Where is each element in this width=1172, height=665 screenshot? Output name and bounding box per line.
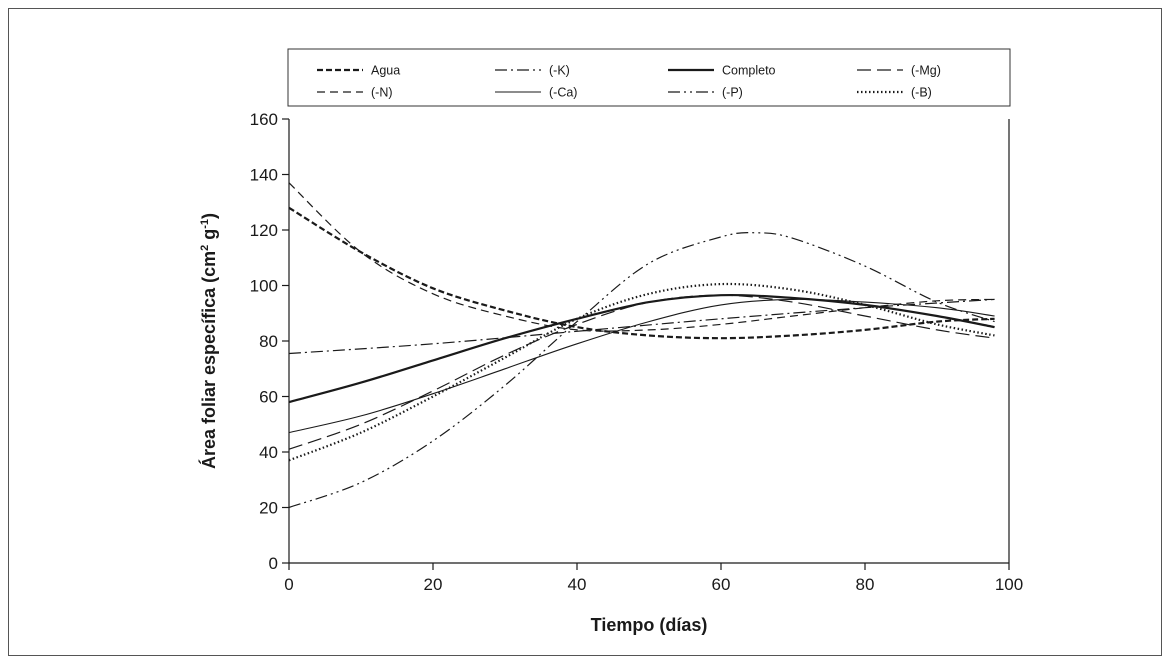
legend: Agua (-K) Completo (-Mg) (-N) (-Ca) (-P) (-B) (317, 64, 941, 100)
y-tick-label: 0 (269, 554, 278, 573)
series-line-ca (288, 298, 995, 434)
legend-label-agua: Agua (371, 64, 400, 78)
x-tick-label: 100 (995, 575, 1023, 594)
legend-label-k: (-K) (549, 64, 570, 78)
x-axis-title: Tiempo (días) (591, 615, 708, 635)
series-line-k (288, 298, 995, 355)
legend-label-ca: (-Ca) (549, 86, 577, 100)
figure-frame: Agua (-K) Completo (-Mg) (-N) (-Ca) (-P) (-B) 0… (8, 8, 1162, 656)
legend-box (287, 48, 1011, 107)
x-tick-label: 20 (424, 575, 443, 594)
y-axis-title-main: Área foliar específica (cm (198, 251, 219, 469)
y-tick-label: 100 (250, 277, 278, 296)
x-ticks: 0 20 40 60 80 100 (284, 563, 1023, 594)
y-axis-title-end: ) (199, 213, 219, 219)
series-line-n (288, 182, 995, 332)
series-line-mg (288, 294, 995, 450)
y-tick-label: 60 (259, 388, 278, 407)
series-line-p (288, 231, 995, 509)
y-tick-label: 140 (250, 166, 278, 185)
y-axis-title: Área foliar específica (cm2 g-1) (198, 213, 219, 469)
plot-area (288, 119, 1010, 564)
y-tick-label: 20 (259, 499, 278, 518)
y-ticks: 0 20 40 60 80 100 120 140 160 (250, 110, 289, 573)
y-tick-label: 160 (250, 110, 278, 129)
x-tick-label: 80 (856, 575, 875, 594)
series-line-agua (288, 206, 995, 340)
y-tick-label: 40 (259, 443, 278, 462)
series-line-b (288, 282, 995, 462)
legend-label-mg: (-Mg) (911, 64, 941, 78)
legend-label-n: (-N) (371, 86, 393, 100)
x-tick-label: 0 (284, 575, 293, 594)
y-axis-title-sup2: -1 (199, 219, 211, 229)
legend-label-completo: Completo (722, 64, 776, 78)
y-tick-label: 80 (259, 332, 278, 351)
x-tick-label: 60 (712, 575, 731, 594)
y-axis-title-sup1: 2 (199, 245, 211, 251)
y-axis-title-mid: g (199, 229, 219, 245)
series-lines (288, 182, 995, 509)
line-chart: Agua (-K) Completo (-Mg) (-N) (-Ca) (-P) (-B) 0… (198, 48, 1023, 635)
legend-label-b: (-B) (911, 86, 932, 100)
y-tick-label: 120 (250, 221, 278, 240)
x-tick-label: 40 (568, 575, 587, 594)
legend-label-p: (-P) (722, 86, 743, 100)
